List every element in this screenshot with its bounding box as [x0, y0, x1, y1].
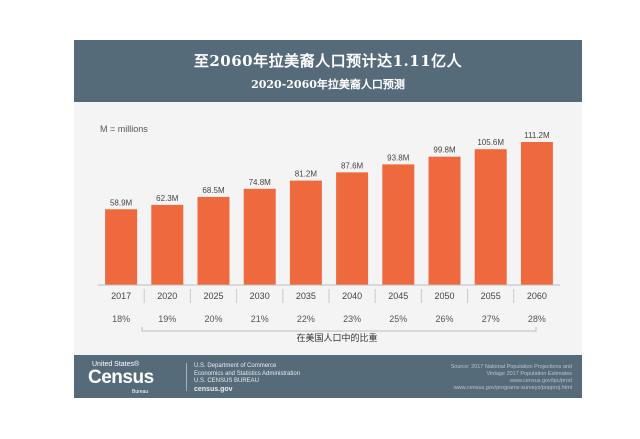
x-tick-label: 2035 [296, 291, 316, 301]
share-label: 18% [112, 314, 130, 324]
x-tick-label: 2040 [342, 291, 362, 301]
dept-line: U.S. CENSUS BUREAU [194, 378, 260, 384]
share-label: 27% [482, 314, 500, 324]
share-label: 25% [389, 314, 407, 324]
bar-value-label: 74.8M [249, 178, 272, 187]
bar-value-label: 62.3M [156, 194, 179, 203]
chart-subtitle: 2020-2060年拉美裔人口预测 [251, 78, 405, 91]
bar [520, 142, 553, 285]
unit-note: M = millions [100, 124, 148, 134]
source-line: Vintage 2017 Population Estimates [486, 371, 572, 377]
x-tick-label: 2025 [203, 291, 223, 301]
x-tick-label: 2045 [388, 291, 408, 301]
logo-prefix: United States® [92, 361, 140, 368]
bar-value-label: 87.6M [341, 161, 364, 170]
footer-divider [186, 363, 187, 391]
source-line: www.census.gov/programs-surveys/popproj.… [453, 385, 572, 391]
bar [197, 196, 230, 285]
dept-line: U.S. Department of Commerce [194, 363, 277, 369]
share-label: 21% [251, 314, 269, 324]
dept-line: Economics and Statistics Administration [194, 370, 301, 377]
bar [289, 180, 322, 285]
bar-value-label: 58.9M [110, 198, 133, 207]
bar [336, 172, 369, 285]
bar-value-label: 68.5M [202, 186, 225, 195]
census-website: census.gov [194, 385, 233, 393]
bar-value-label: 99.8M [433, 146, 456, 155]
x-tick-label: 2017 [111, 291, 131, 301]
source-note: Source: 2017 National Population Project… [451, 364, 572, 392]
department-info: U.S. Department of Commerce Economics an… [194, 363, 300, 393]
source-line: www.census.gov/ipc/prod [509, 378, 572, 384]
share-label: 20% [204, 314, 222, 324]
bar-value-label: 93.8M [387, 153, 410, 162]
bar-value-label: 81.2M [295, 170, 318, 179]
share-bracket [141, 327, 537, 332]
logo-suffix: Bureau [132, 389, 149, 395]
bar [382, 164, 415, 285]
bar-chart: M = millions 58.9M 2017 18% 62.3M 2020 19% 68.5… [98, 124, 560, 344]
share-label: 19% [158, 314, 176, 324]
share-label: 22% [297, 314, 315, 324]
x-tick-label: 2020 [157, 291, 177, 301]
x-tick-label: 2030 [250, 291, 270, 301]
x-tick-label: 2060 [527, 291, 547, 301]
bar [151, 204, 184, 285]
bar-value-label: 105.6M [477, 138, 504, 147]
footer-banner: United States® Census Bureau U.S. Depart… [74, 355, 582, 398]
x-tick-label: 2055 [481, 291, 501, 301]
bar [105, 209, 138, 285]
share-label: 26% [435, 314, 453, 324]
source-line: Source: 2017 National Population Project… [450, 364, 572, 370]
chart-title: 至2060年拉美裔人口预计达1.11亿人 [193, 52, 463, 70]
x-tick-label: 2050 [434, 291, 454, 301]
bar [428, 156, 461, 285]
share-label: 28% [528, 314, 546, 324]
bar [243, 188, 276, 285]
share-caption: 在美国人口中的比重 [296, 332, 377, 344]
bar-value-label: 111.2M [524, 131, 550, 140]
bar [474, 149, 507, 285]
census-logo: Census [88, 367, 154, 388]
share-label: 23% [343, 314, 361, 324]
header-banner: 至2060年拉美裔人口预计达1.11亿人 2020-2060年拉美裔人口预测 [74, 40, 582, 102]
